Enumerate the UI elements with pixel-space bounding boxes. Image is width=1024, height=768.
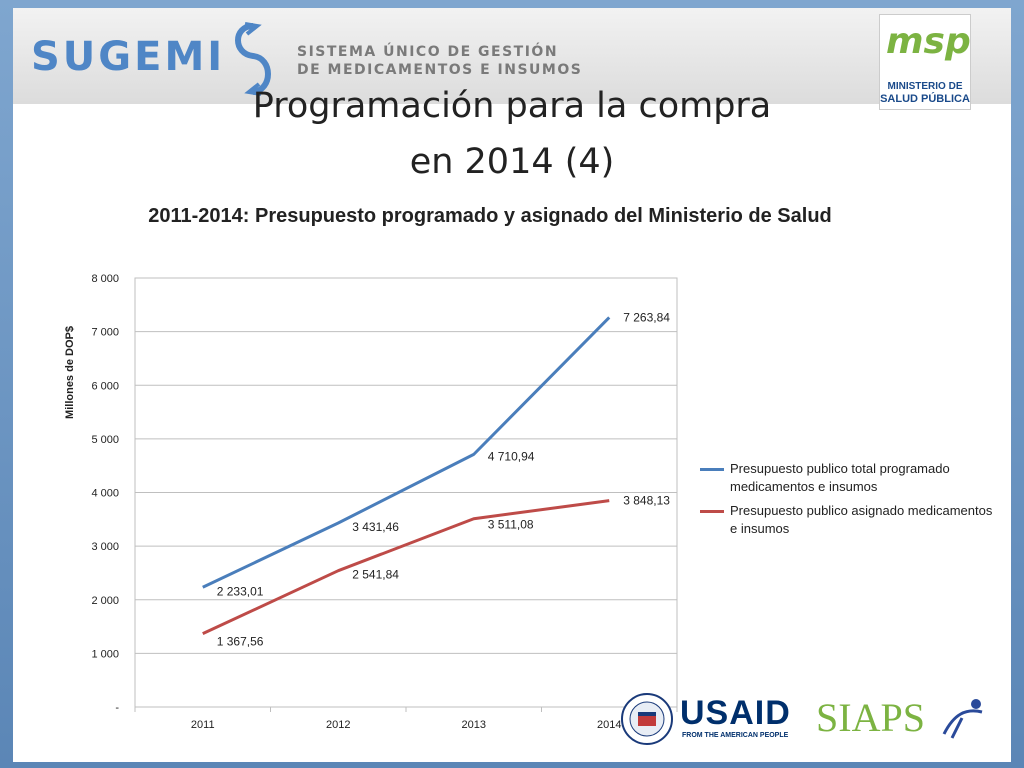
msp-logo: msp MINISTERIO DE SALUD PÚBLICA xyxy=(879,14,971,110)
usaid-seal-icon xyxy=(621,693,673,745)
data-label: 2 541,84 xyxy=(352,568,399,582)
y-tick-label: 3 000 xyxy=(91,541,119,553)
y-tick-label: - xyxy=(115,702,119,714)
header-banner: SUGEMI SISTEMA ÚNICO DE GESTIÓN DE MEDIC… xyxy=(13,8,1011,104)
msp-caption-2: SALUD PÚBLICA xyxy=(880,93,970,105)
msp-logo-text: msp xyxy=(886,21,971,62)
sugemi-logo-icon xyxy=(235,22,271,96)
y-tick-label: 5 000 xyxy=(91,434,119,446)
legend-item-series-2: Presupuesto publico asignado medicamento… xyxy=(700,502,1000,538)
series-line-1 xyxy=(202,316,611,589)
siaps-figure-icon xyxy=(942,699,983,739)
usaid-logo-text: USAID xyxy=(680,694,791,732)
siaps-logo-text: SIAPS xyxy=(816,695,925,740)
x-tick-label: 2011 xyxy=(191,719,215,731)
y-tick-label: 6 000 xyxy=(91,380,119,392)
sugemi-subtitle-1: SISTEMA ÚNICO DE GESTIÓN xyxy=(297,44,559,60)
footer-logos: USAID FROM THE AMERICAN PEOPLE SIAPS xyxy=(620,690,1000,750)
msp-caption-1: MINISTERIO DE xyxy=(887,81,963,92)
y-tick-label: 1 000 xyxy=(91,648,119,660)
slide-title-line-2: en 2014 (4) xyxy=(409,142,615,182)
slide-title-line-1: Programación para la compra xyxy=(252,86,772,126)
legend-item-series-1: Presupuesto publico total programado med… xyxy=(700,460,1000,496)
data-label: 3 431,46 xyxy=(352,520,399,534)
data-label: 3 511,08 xyxy=(488,518,534,532)
data-label: 3 848,13 xyxy=(623,494,670,508)
legend-swatch-series-1 xyxy=(700,468,724,471)
y-tick-label: 2 000 xyxy=(91,595,119,607)
chart-legend: Presupuesto publico total programado med… xyxy=(700,460,1000,544)
sugemi-logo-text: SUGEMI xyxy=(31,34,226,80)
data-label: 7 263,84 xyxy=(623,310,670,324)
y-tick-label: 8 000 xyxy=(91,273,119,285)
data-label: 1 367,56 xyxy=(217,635,264,649)
legend-swatch-series-2 xyxy=(700,510,724,513)
y-tick-label: 7 000 xyxy=(91,327,119,339)
data-label: 2 233,01 xyxy=(217,584,264,598)
series-line-2 xyxy=(202,499,610,636)
usaid-tagline: FROM THE AMERICAN PEOPLE xyxy=(682,732,789,739)
chart-title: 2011-2014: Presupuesto programado y asig… xyxy=(148,205,832,227)
y-axis-title: Millones de DOP$ xyxy=(64,326,76,419)
x-tick-label: 2013 xyxy=(462,719,486,731)
sugemi-subtitle-2: DE MEDICAMENTOS E INSUMOS xyxy=(297,62,583,78)
legend-label-series-2: Presupuesto publico asignado medicamento… xyxy=(730,503,993,536)
x-tick-label: 2012 xyxy=(326,719,350,731)
legend-label-series-1: Presupuesto publico total programado med… xyxy=(730,461,950,494)
y-tick-label: 4 000 xyxy=(91,488,119,500)
x-tick-label: 2014 xyxy=(597,719,621,731)
data-label: 4 710,94 xyxy=(488,449,535,463)
